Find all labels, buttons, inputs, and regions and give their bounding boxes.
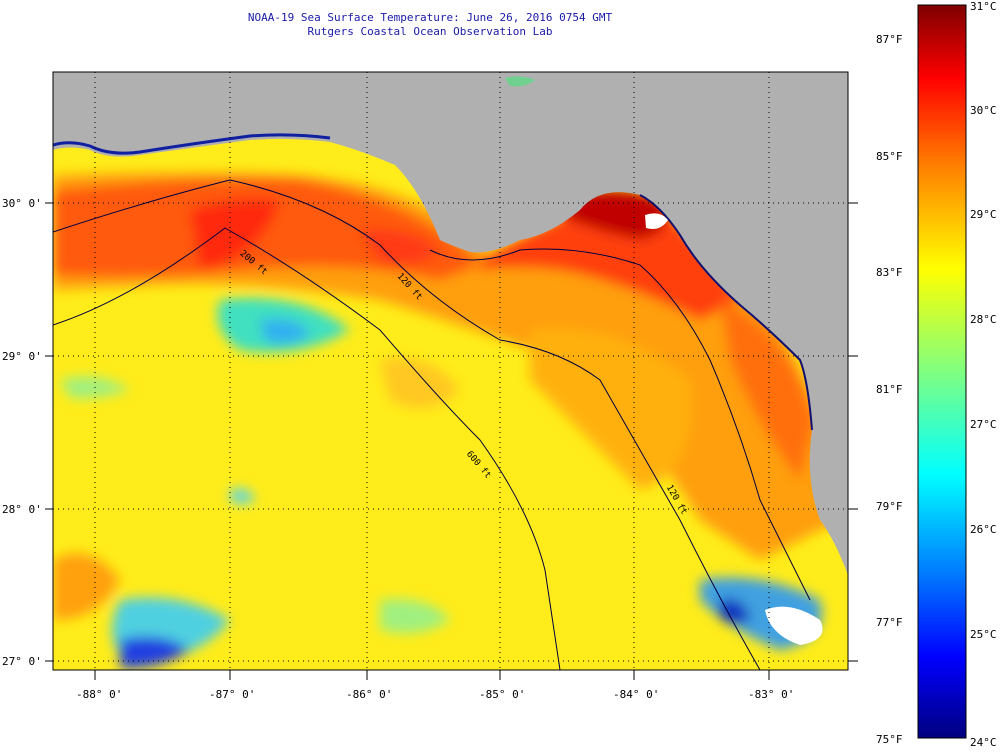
land-mass	[53, 72, 848, 575]
colorbar-f-87: 87°F	[876, 33, 903, 46]
lat-label-27: 27° 0'	[2, 655, 42, 668]
lat-label-30: 30° 0'	[2, 197, 42, 210]
lon-label-88: -88° 0'	[76, 688, 123, 701]
colorbar-f-79: 79°F	[876, 500, 903, 513]
colorbar-c-24: 24°C	[970, 736, 997, 749]
lat-label-28: 28° 0'	[2, 503, 42, 516]
map-frame	[52, 71, 849, 671]
map-title-line2: Rutgers Coastal Ocean Observation Lab	[307, 25, 553, 38]
lon-label-83: -83° 0'	[748, 688, 795, 701]
colorbar-c-31: 31°C	[970, 0, 997, 13]
colorbar-f-81: 81°F	[876, 383, 903, 396]
lon-label-84: -84° 0'	[613, 688, 660, 701]
colorbar-c-25: 25°C	[970, 628, 997, 641]
colorbar-f-75: 75°F	[876, 733, 903, 746]
lon-label-86: -86° 0'	[346, 688, 393, 701]
colorbar-f-85: 85°F	[876, 150, 903, 163]
colorbar-c-30: 30°C	[970, 104, 997, 117]
colorbar-c-28: 28°C	[970, 313, 997, 326]
sst-field	[53, 72, 848, 670]
lon-label-87: -87° 0'	[209, 688, 256, 701]
map-ticks	[45, 202, 858, 680]
colorbar-f-83: 83°F	[876, 266, 903, 279]
lat-label-29: 29° 0'	[2, 350, 42, 363]
map-title-line1: NOAA-19 Sea Surface Temperature: June 26…	[247, 11, 613, 24]
colorbar-c-26: 26°C	[970, 523, 997, 536]
lon-label-85: -85° 0'	[479, 688, 526, 701]
colorbar	[917, 4, 967, 739]
isobath-lines	[53, 179, 811, 670]
colorbar-c-29: 29°C	[970, 208, 997, 221]
colorbar-c-27: 27°C	[970, 418, 997, 431]
colorbar-f-77: 77°F	[876, 616, 903, 629]
